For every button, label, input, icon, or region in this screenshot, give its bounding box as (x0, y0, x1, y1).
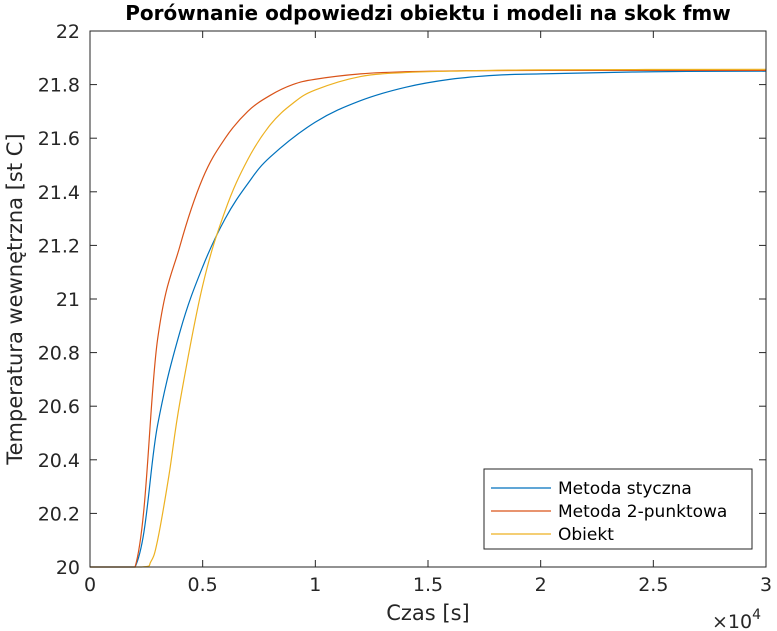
x-exponent-power: 4 (752, 607, 761, 623)
legend: Metoda styczna Metoda 2-punktowa Obiekt (483, 468, 753, 550)
ticks-layer: 0 0.5 1 1.5 2 2.5 3 20 20.2 20.4 20.6 20.8 21 21.2 21.… (38, 21, 772, 596)
y-tick-label: 21.6 (38, 128, 80, 150)
x-tick-label: 2.5 (638, 574, 668, 596)
x-tick-label: 2 (535, 574, 547, 596)
y-tick-label: 21.8 (38, 75, 80, 97)
y-tick-label: 20.2 (38, 503, 80, 525)
x-tick-label: 0 (84, 574, 96, 596)
legend-label: Metoda styczna (558, 479, 692, 499)
legend-box (483, 468, 753, 550)
series-line-obiekt (90, 68, 767, 568)
y-tick-label: 21.2 (38, 235, 80, 257)
y-tick-label: 22 (56, 21, 80, 43)
y-axis-label: Temperatura wewnętrzna [st C] (3, 133, 27, 465)
legend-label: Metoda 2-punktowa (558, 502, 727, 522)
y-tick-label: 20.8 (38, 343, 80, 365)
x-tick-label: 3 (760, 574, 772, 596)
y-tick-label: 21.4 (38, 182, 80, 204)
y-tick-label: 20 (56, 557, 80, 579)
y-tick-label: 20.6 (38, 396, 80, 418)
x-tick-label: 0.5 (188, 574, 218, 596)
legend-label: Obiekt (558, 525, 614, 545)
y-tick-label: 21 (56, 289, 80, 311)
series-line-metoda-styczna (90, 70, 767, 568)
x-exponent-label: ×104 (712, 607, 761, 631)
chart-title: Porównanie odpowiedzi obiektu i modeli n… (125, 1, 731, 25)
x-tick-label: 1 (309, 574, 321, 596)
x-tick-label: 1.5 (413, 574, 443, 596)
y-tick-label: 20.4 (38, 450, 80, 472)
series-layer (90, 68, 767, 568)
x-axis-label: Czas [s] (386, 601, 470, 625)
x-exponent-base: ×10 (712, 611, 752, 631)
